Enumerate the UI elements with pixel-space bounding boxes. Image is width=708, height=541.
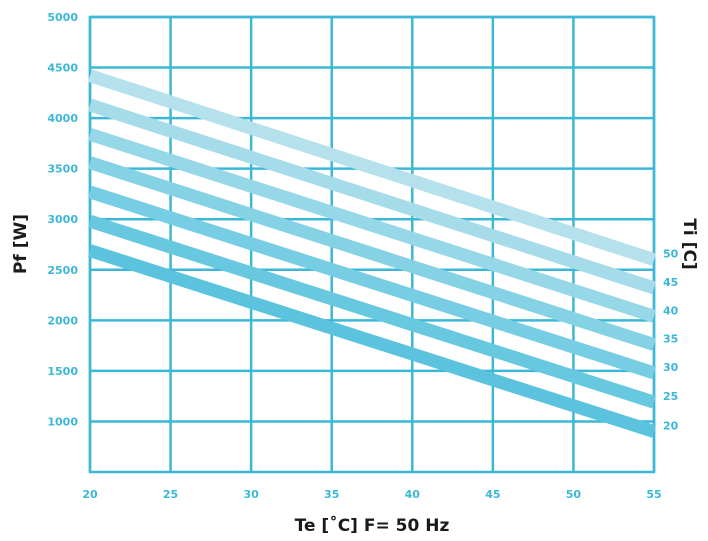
x-tick-label: 25	[163, 488, 178, 501]
y-tick-label: 3000	[47, 213, 78, 226]
y-tick-label: 4500	[47, 62, 78, 75]
x-axis-title: Te [˚C] F= 50 Hz	[295, 514, 450, 536]
x-tick-label: 30	[243, 488, 259, 501]
y-axis-title: Pf [W]	[11, 214, 31, 274]
series-label-35: 35	[663, 333, 678, 346]
series-label-25: 25	[663, 390, 678, 403]
series-line-25	[88, 215, 656, 409]
y-tick-label: 1500	[47, 365, 78, 378]
series-end-labels: 20 25 30 35 40 45 50	[663, 248, 679, 433]
x-tick-labels: 20 25 30 35 40 45 50 55	[82, 488, 661, 501]
y-tick-label: 1000	[47, 415, 78, 428]
x-tick-label: 40	[405, 488, 421, 501]
series-label-45: 45	[663, 276, 678, 289]
series-line-40	[88, 128, 656, 323]
y-tick-label: 4000	[47, 112, 78, 125]
series-label-20: 20	[663, 420, 679, 433]
series-label-40: 40	[663, 304, 679, 317]
x-tick-label: 50	[566, 488, 582, 501]
x-tick-label: 55	[646, 488, 661, 501]
series-line-35	[88, 156, 656, 351]
right-axis-title: Ti [C]	[679, 218, 699, 269]
y-tick-labels: 1000 1500 2000 2500 3000 3500 4000 4500 5000	[47, 11, 78, 428]
series-line-45	[87, 98, 657, 295]
y-tick-label: 2000	[47, 314, 78, 327]
series-line-50	[87, 69, 657, 266]
y-tick-label: 3500	[47, 163, 78, 176]
series-label-50: 50	[663, 248, 679, 261]
series-line-20	[88, 244, 656, 438]
x-tick-label: 45	[485, 488, 500, 501]
series-label-30: 30	[663, 361, 679, 374]
y-tick-label: 2500	[47, 264, 78, 277]
series-group	[87, 69, 657, 438]
series-line-30	[88, 185, 656, 380]
x-tick-label: 20	[82, 488, 98, 501]
x-tick-label: 35	[324, 488, 339, 501]
y-tick-label: 5000	[47, 11, 78, 24]
